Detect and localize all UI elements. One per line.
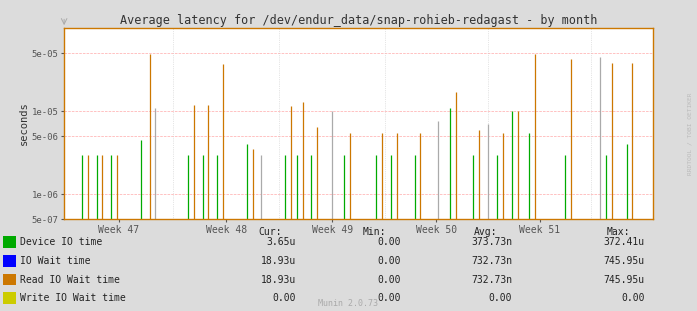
Text: 732.73n: 732.73n — [471, 256, 512, 266]
Text: Read IO Wait time: Read IO Wait time — [20, 275, 120, 285]
Text: 18.93u: 18.93u — [261, 275, 296, 285]
Text: Munin 2.0.73: Munin 2.0.73 — [319, 299, 378, 308]
Title: Average latency for /dev/endur_data/snap-rohieb-redagast - by month: Average latency for /dev/endur_data/snap… — [120, 14, 597, 27]
Text: 0.00: 0.00 — [621, 293, 645, 303]
Text: 745.95u: 745.95u — [604, 256, 645, 266]
Text: 0.00: 0.00 — [273, 293, 296, 303]
Text: 0.00: 0.00 — [377, 293, 401, 303]
Text: Cur:: Cur: — [258, 227, 282, 237]
Text: 0.00: 0.00 — [377, 237, 401, 247]
Text: 372.41u: 372.41u — [604, 237, 645, 247]
Text: Write IO Wait time: Write IO Wait time — [20, 293, 126, 303]
Text: 0.00: 0.00 — [377, 275, 401, 285]
Text: 0.00: 0.00 — [377, 256, 401, 266]
Text: 373.73n: 373.73n — [471, 237, 512, 247]
Y-axis label: seconds: seconds — [19, 102, 29, 146]
Text: 745.95u: 745.95u — [604, 275, 645, 285]
Text: RRDTOOL / TOBI OETIKER: RRDTOOL / TOBI OETIKER — [687, 92, 692, 175]
Text: 18.93u: 18.93u — [261, 256, 296, 266]
Text: Max:: Max: — [606, 227, 630, 237]
Text: 0.00: 0.00 — [489, 293, 512, 303]
Text: IO Wait time: IO Wait time — [20, 256, 91, 266]
Text: 732.73n: 732.73n — [471, 275, 512, 285]
Text: Min:: Min: — [362, 227, 386, 237]
Text: 3.65u: 3.65u — [267, 237, 296, 247]
Text: Device IO time: Device IO time — [20, 237, 102, 247]
Text: Avg:: Avg: — [474, 227, 498, 237]
